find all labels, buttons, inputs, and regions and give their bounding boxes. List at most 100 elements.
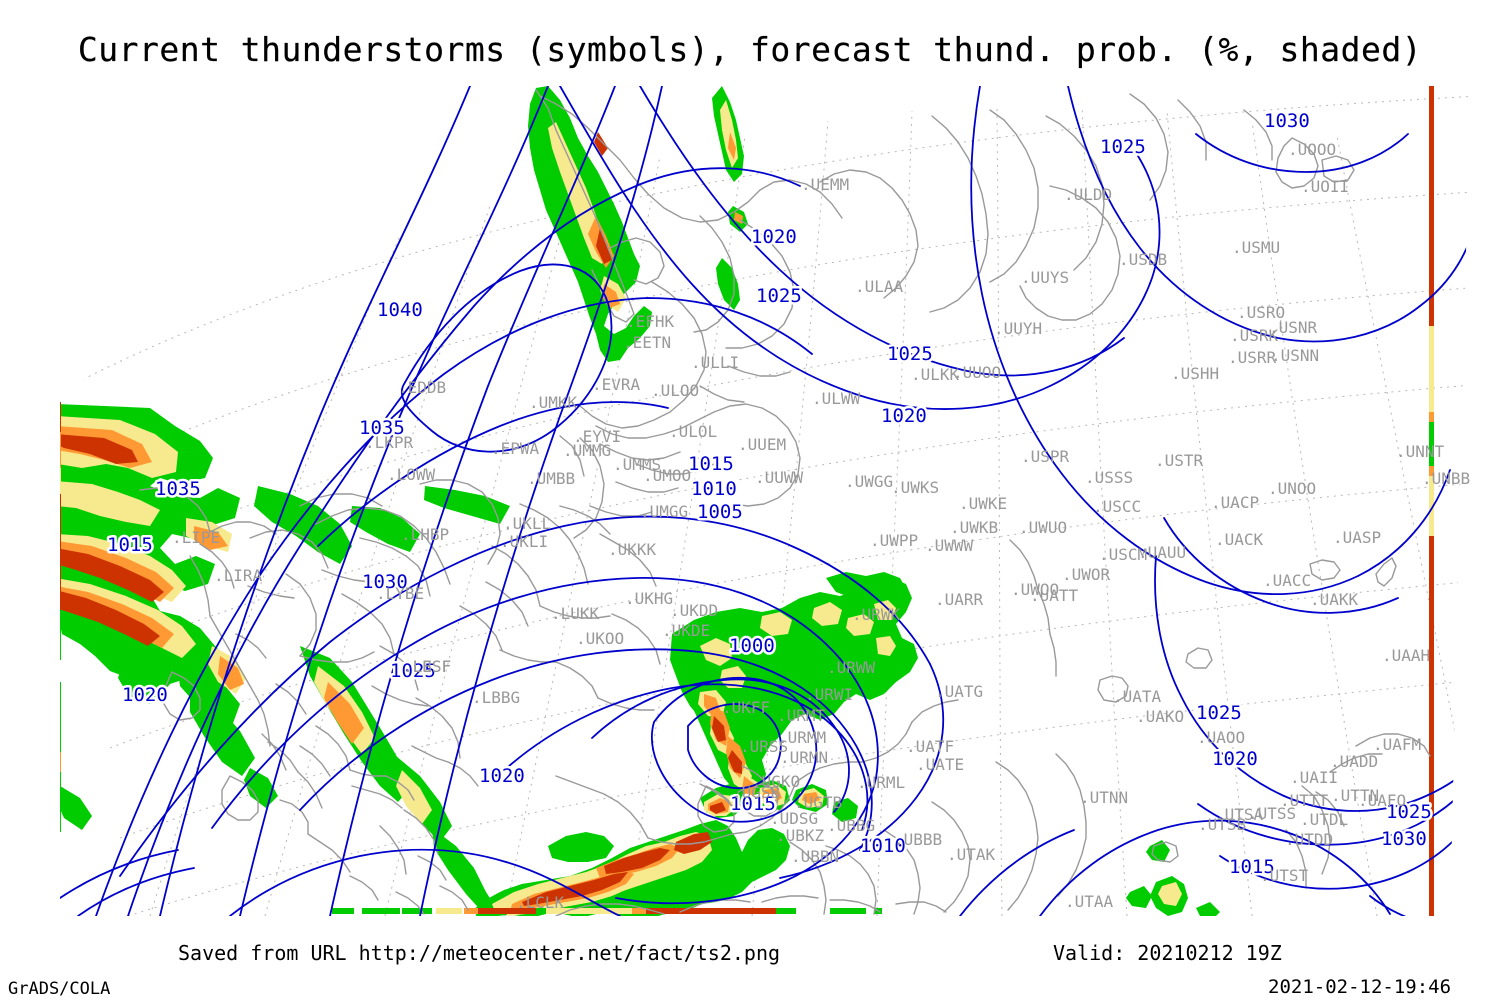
station-label: .UACP — [1211, 493, 1259, 512]
isobar-label: 1015 — [688, 453, 734, 475]
station-label: .URWI — [805, 685, 853, 704]
station-label: .USMU — [1232, 238, 1280, 257]
station-label: .UWWW — [925, 536, 974, 555]
station-label: .USCC — [1093, 497, 1141, 516]
station-label: .UATF — [906, 737, 954, 756]
station-label: .LUKK — [551, 604, 600, 623]
weather-map-svg[interactable]: 1040104010351035103510351030103010301030… — [0, 86, 1500, 916]
station-label: .URSS — [740, 737, 788, 756]
station-label: .UDSG — [770, 809, 818, 828]
station-label: .USNN — [1271, 346, 1319, 365]
station-label: .UOII — [1301, 177, 1349, 196]
isobar-label: 1020 — [751, 226, 797, 248]
isobar-label: 1010 — [860, 835, 906, 857]
isobar-label: 1025 — [887, 343, 933, 365]
station-label: .UUEM — [738, 435, 786, 454]
station-label: .UMKK — [529, 393, 578, 412]
station-label: .ULWW — [812, 389, 861, 408]
isobar-label-halo: 1015 — [107, 534, 153, 556]
station-label: .UTST — [1260, 866, 1309, 885]
bottom-edge-shading-strip — [332, 908, 882, 914]
station-label: .UACK — [1215, 530, 1264, 549]
station-label: .UKDE — [662, 621, 710, 640]
station-label: .UWOR — [1062, 565, 1111, 584]
station-label: .USTR — [1155, 451, 1204, 470]
station-label: .UARR — [935, 590, 984, 609]
station-label: .USCM — [1099, 545, 1147, 564]
station-label: .URMT — [777, 706, 826, 725]
station-label: .EYVI — [573, 427, 621, 446]
station-label: .ULLI — [691, 353, 739, 372]
isobar-label: 1035 — [155, 478, 201, 500]
station-label: .UTDD — [1285, 830, 1333, 849]
station-label: .UAFO — [1358, 791, 1406, 810]
isobar-label-halo: 1035 — [155, 478, 201, 500]
station-label: .UNOO — [1268, 479, 1316, 498]
station-label: .USHH — [1171, 364, 1219, 383]
station-label: .UMOO — [643, 466, 691, 485]
station-label: .UWKE — [959, 494, 1007, 513]
station-label: .UTSB — [1198, 815, 1246, 834]
station-label: .UMGG — [640, 502, 688, 521]
map-canvas[interactable]: 1040 1040 1035 1035 1035 1035 1030 1030 1030 1030… — [0, 86, 1500, 916]
isobar-label-halo: 1020 — [122, 684, 168, 706]
station-label: .USRK — [1230, 326, 1279, 345]
station-label: .ULOL — [669, 422, 717, 441]
station-label: .UWKS — [891, 478, 939, 497]
station-label: .UGTB — [794, 793, 842, 812]
station-label: .UATA — [1113, 687, 1162, 706]
isobar-label-halo: 1020 — [479, 765, 525, 787]
shaded-cluster-south — [470, 780, 858, 916]
isobar-label-halo: 1010 — [860, 835, 906, 857]
isobar-label: 1030 — [362, 571, 408, 593]
station-label: .LHBP — [401, 525, 449, 544]
isobar-label: 1015 — [107, 534, 153, 556]
isobar-label: 1000 — [729, 635, 775, 657]
isobar-label: 1030 — [1381, 828, 1427, 850]
station-label: .EPWA — [491, 439, 540, 458]
station-label: .ULKK — [911, 365, 960, 384]
station-label: .UADD — [1330, 752, 1378, 771]
station-label: .UKDD — [670, 601, 718, 620]
station-label: .UGKO — [752, 772, 800, 791]
station-label: .UTSS — [1248, 804, 1296, 823]
isobar-label: 1020 — [479, 765, 525, 787]
isobar-label-halo: 1020 — [881, 405, 927, 427]
station-label: .ULDD — [1064, 185, 1112, 204]
station-label: .LBBG — [472, 688, 520, 707]
station-label: .UMBB — [527, 469, 575, 488]
station-label: .UMMS — [613, 455, 661, 474]
isobar-label: 1025 — [1386, 801, 1432, 823]
station-label: .UWKB — [950, 518, 998, 537]
station-label: .URWK — [852, 605, 901, 624]
grads-credit-text: GrADS/COLA — [8, 979, 111, 999]
station-label: .URMN — [780, 748, 828, 767]
isobar-value-labels: 1040104010351035103510351030103010301030… — [105, 108, 1435, 881]
isobar-label-halo: 1015 — [688, 453, 734, 475]
isobar-label: 1020 — [122, 684, 168, 706]
station-label: .UUYS — [1021, 268, 1069, 287]
station-label: .USRR — [1228, 348, 1277, 367]
station-label: .UACC — [1263, 571, 1311, 590]
isobar-label: 1025 — [756, 285, 802, 307]
station-label: .LOWW — [387, 465, 436, 484]
station-label: .UOOO — [1288, 140, 1336, 159]
station-label: .LIRA — [214, 566, 263, 585]
isobar-label-halo: 1025 — [887, 343, 933, 365]
isobar-label-halo: 1020 — [751, 226, 797, 248]
isobar-label: 1010 — [691, 478, 737, 500]
station-label: .UNNT — [1396, 442, 1445, 461]
isobar-label: 1035 — [359, 417, 405, 439]
isobar-label-halo: 1030 — [362, 571, 408, 593]
station-label: .UAFM — [1373, 735, 1421, 754]
station-label: .USSS — [1085, 468, 1133, 487]
station-label: .UTSA — [1215, 805, 1264, 824]
station-label: .EETN — [623, 333, 671, 352]
isobar-label: 1005 — [697, 501, 743, 523]
page-title: Current thunderstorms (symbols), forecas… — [77, 30, 1423, 69]
isobar-label-halo: 1015 — [730, 793, 776, 815]
station-label: .UWPP — [870, 531, 918, 550]
station-label: .UKLL — [503, 514, 551, 533]
station-label: .LCLK — [516, 893, 565, 912]
station-label: .LESF — [403, 657, 451, 676]
